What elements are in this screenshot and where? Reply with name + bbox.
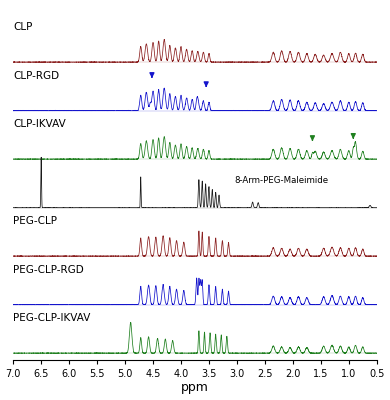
Text: CLP-RGD: CLP-RGD: [13, 71, 59, 81]
Text: CLP: CLP: [13, 22, 33, 32]
Text: CLP-IKVAV: CLP-IKVAV: [13, 119, 66, 129]
Text: 8-Arm-PEG-Maleimide: 8-Arm-PEG-Maleimide: [234, 176, 328, 186]
Text: PEG-CLP-RGD: PEG-CLP-RGD: [13, 265, 84, 275]
Text: PEG-CLP-IKVAV: PEG-CLP-IKVAV: [13, 313, 90, 323]
Text: PEG-CLP: PEG-CLP: [13, 216, 57, 226]
X-axis label: ppm: ppm: [181, 382, 209, 394]
